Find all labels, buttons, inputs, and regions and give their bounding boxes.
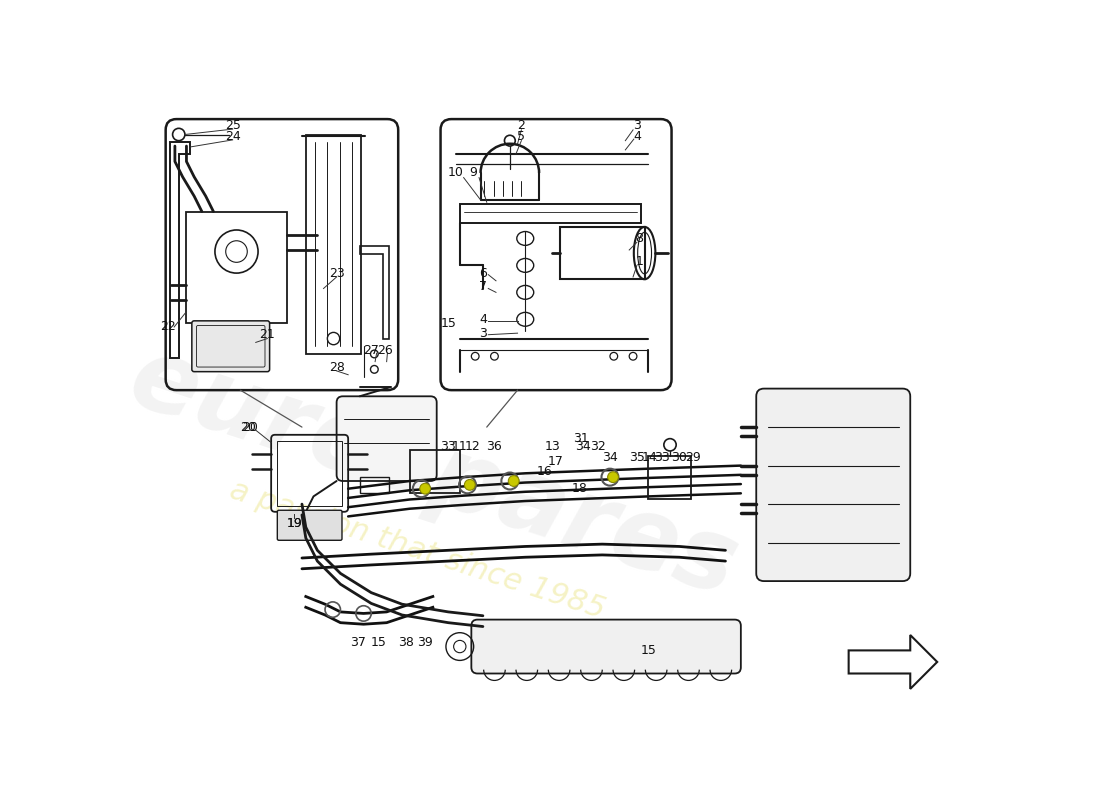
Circle shape [420, 483, 430, 494]
Text: 2: 2 [517, 118, 526, 132]
Text: 3: 3 [478, 326, 487, 340]
Text: 23: 23 [329, 266, 344, 280]
Text: 5: 5 [517, 130, 526, 142]
Text: 4: 4 [632, 130, 641, 142]
Text: 28: 28 [329, 361, 344, 374]
Text: 16: 16 [537, 466, 552, 478]
FancyBboxPatch shape [197, 326, 265, 367]
Text: 9: 9 [469, 166, 476, 179]
Text: a passion that since 1985: a passion that since 1985 [227, 476, 608, 625]
Text: 12: 12 [465, 440, 481, 453]
Text: 20: 20 [240, 421, 256, 434]
Text: eurospares: eurospares [117, 330, 749, 617]
Text: 26: 26 [377, 344, 393, 357]
Text: 14: 14 [642, 451, 658, 464]
Text: 33: 33 [440, 440, 456, 453]
Circle shape [508, 476, 519, 486]
Text: 19: 19 [286, 517, 302, 530]
Text: 18: 18 [571, 482, 587, 495]
Text: 13: 13 [544, 440, 560, 453]
Text: 3: 3 [632, 118, 641, 132]
Text: 22: 22 [161, 321, 176, 334]
Text: 35: 35 [629, 451, 645, 464]
Text: 30: 30 [671, 451, 688, 464]
Text: 39: 39 [417, 636, 433, 650]
Text: 11: 11 [452, 440, 468, 453]
FancyBboxPatch shape [191, 321, 270, 372]
Text: 24: 24 [224, 130, 241, 142]
Text: 15: 15 [440, 317, 456, 330]
Polygon shape [849, 635, 937, 689]
Circle shape [607, 472, 618, 482]
Text: 34: 34 [602, 451, 618, 464]
Text: 21: 21 [260, 328, 275, 341]
Text: 37: 37 [350, 636, 366, 650]
Text: 31: 31 [573, 432, 588, 445]
FancyBboxPatch shape [757, 389, 911, 581]
Text: 34: 34 [575, 440, 591, 453]
Text: 15: 15 [640, 644, 657, 657]
Text: 25: 25 [224, 118, 241, 132]
FancyBboxPatch shape [472, 619, 741, 674]
Text: 33: 33 [654, 451, 670, 464]
Text: 19: 19 [286, 517, 302, 530]
FancyBboxPatch shape [277, 510, 342, 540]
Text: 20: 20 [242, 421, 257, 434]
Text: 29: 29 [685, 451, 701, 464]
Text: 15: 15 [371, 636, 387, 650]
Text: 36: 36 [486, 440, 503, 453]
Text: 4: 4 [478, 313, 487, 326]
Text: 38: 38 [398, 636, 414, 650]
Text: 10: 10 [448, 166, 464, 179]
Text: 27: 27 [363, 344, 379, 357]
Text: 17: 17 [548, 455, 564, 468]
Text: 8: 8 [635, 232, 643, 245]
FancyBboxPatch shape [337, 396, 437, 481]
Circle shape [464, 479, 475, 490]
Text: 6: 6 [478, 266, 487, 280]
Text: 7: 7 [478, 281, 487, 294]
Text: 32: 32 [591, 440, 606, 453]
Text: 1: 1 [636, 255, 644, 268]
